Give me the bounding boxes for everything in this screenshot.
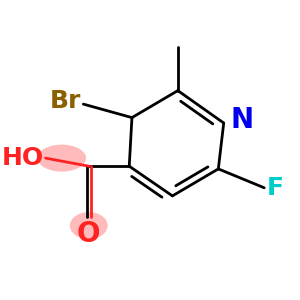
Ellipse shape: [70, 212, 108, 239]
Ellipse shape: [38, 145, 86, 172]
Text: Br: Br: [49, 89, 81, 113]
Text: HO: HO: [2, 146, 44, 170]
Text: N: N: [230, 106, 254, 134]
Text: F: F: [267, 176, 284, 200]
Text: O: O: [77, 220, 101, 248]
